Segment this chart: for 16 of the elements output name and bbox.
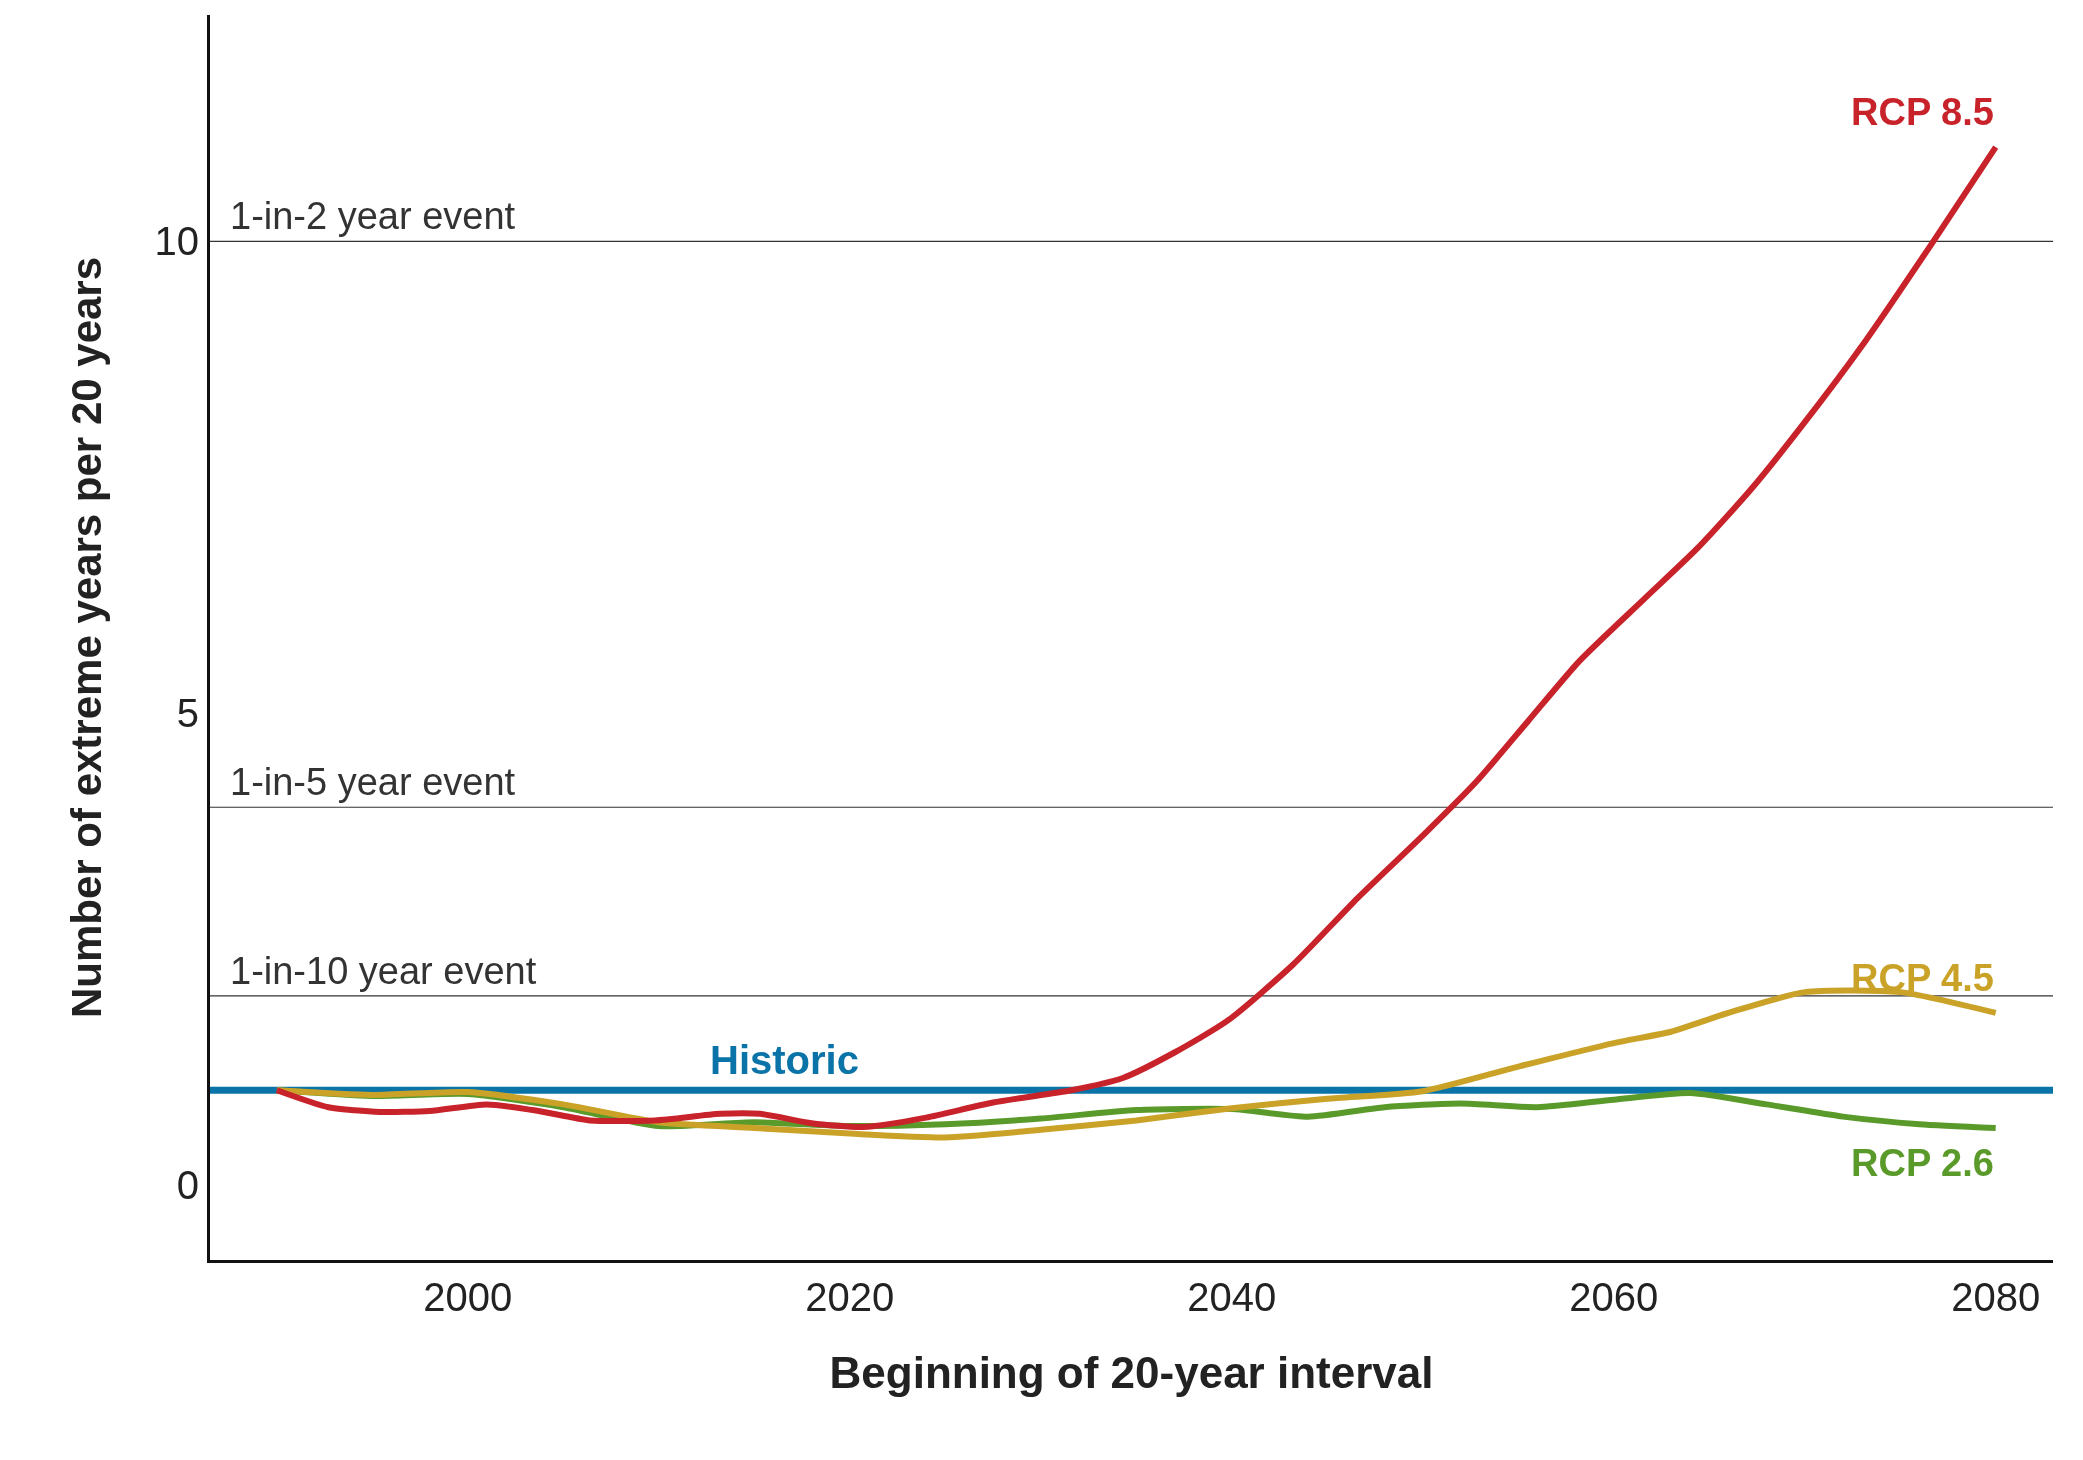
x-tick-label: 2060: [1569, 1275, 1659, 1319]
y-axis-title: Number of extreme years per 20 years: [63, 256, 111, 1019]
series-label: RCP 2.6: [1851, 1142, 1994, 1184]
ref-line-label: Historic: [710, 1038, 859, 1082]
y-tick-label: 10: [154, 219, 199, 264]
y-tick-label: 0: [176, 1162, 199, 1207]
x-tick-label: 2080: [1951, 1275, 2041, 1319]
y-tick-label: 5: [176, 690, 199, 735]
ref-line-label: 1-in-5 year event: [230, 761, 516, 803]
x-tick-label: 2000: [423, 1275, 513, 1319]
x-tick-label: 2020: [805, 1275, 895, 1319]
series-label: RCP 8.5: [1851, 91, 1994, 133]
ref-line-label: 1-in-2 year event: [230, 195, 516, 237]
ref-line-label: 1-in-10 year event: [230, 950, 537, 992]
x-tick-label: 2040: [1187, 1275, 1277, 1319]
x-axis-title: Beginning of 20-year interval: [829, 1348, 1434, 1398]
